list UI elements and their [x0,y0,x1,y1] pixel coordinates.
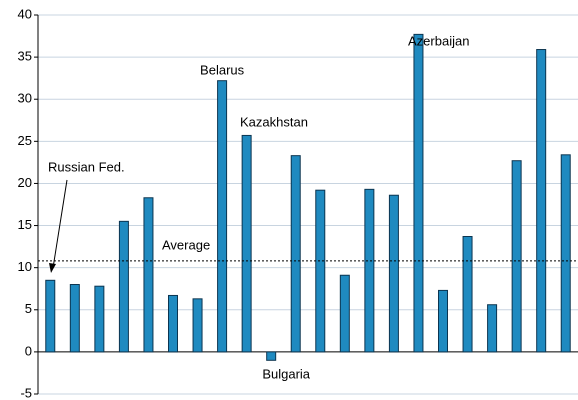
annotation: Kazakhstan [240,114,308,129]
bar [290,155,301,353]
y-tick-label: 5 [25,301,32,316]
annotation: Bulgaria [262,366,310,381]
bar [118,220,129,353]
y-tick-label: 20 [18,175,32,190]
average-label: Average [162,237,210,252]
y-tick-label: 0 [25,343,32,358]
arrow-head [49,263,56,273]
annotation: Belarus [200,62,245,77]
y-tick-label: 40 [18,6,32,21]
bar [413,33,424,353]
bar [560,154,571,353]
bar [69,284,80,353]
bar [438,289,448,353]
annotation-arrow [52,179,68,269]
bar [45,279,56,353]
bar [315,189,326,353]
bar [168,294,178,353]
annotation: Azerbaijan [408,33,469,48]
bar [266,351,277,361]
y-tick-label: 30 [18,91,32,106]
bar [241,134,252,353]
bar [462,236,473,353]
y-tick-label: 35 [18,49,32,64]
bar [339,274,350,353]
bar [487,304,498,353]
annotation: Russian Fed. [48,159,125,174]
bar [364,188,375,353]
bar [511,160,522,353]
bar [217,80,228,353]
y-tick-label: 25 [18,133,32,148]
y-tick-label: -5 [20,385,32,400]
bar [143,197,154,353]
bar [536,49,547,353]
bar [388,194,399,353]
bar [192,298,203,353]
y-tick-label: 15 [18,217,32,232]
bar [94,285,105,353]
y-tick-label: 10 [18,259,32,274]
